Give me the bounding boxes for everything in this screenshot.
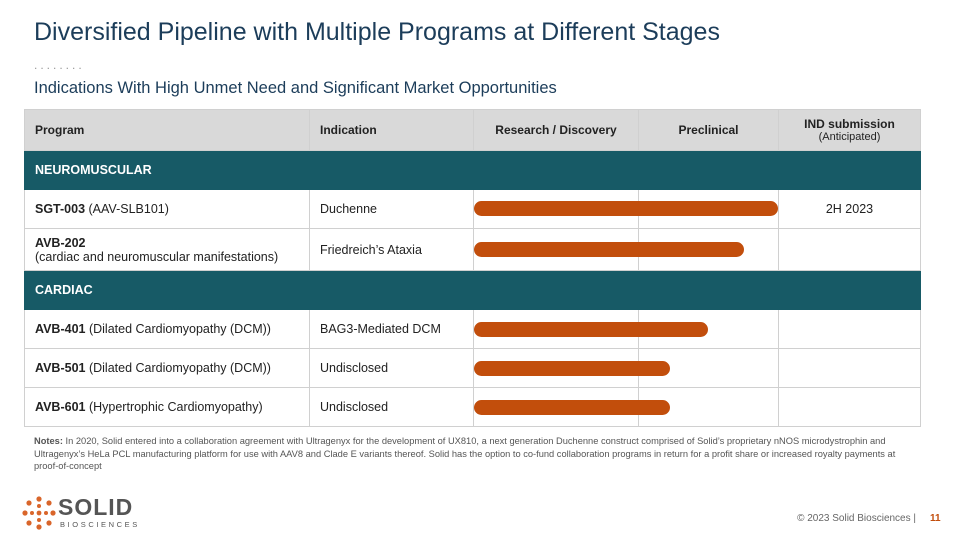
indication: Duchenne	[309, 189, 474, 229]
col-header: Research / Discovery	[473, 109, 639, 151]
program: SGT-003 (AAV-SLB101)	[24, 189, 310, 229]
section: CARDIAC	[24, 270, 921, 310]
notes-label: Notes:	[34, 436, 63, 446]
stage-bar	[474, 400, 670, 415]
program: AVB-202 (cardiac and neuromuscular manife…	[24, 228, 310, 271]
notes-text: In 2020, Solid entered into a collaborat…	[34, 436, 896, 471]
col-header: IND submission (Anticipated)	[778, 109, 921, 151]
col-header-title: IND submission	[804, 117, 895, 131]
col-header-note: (Anticipated)	[818, 131, 881, 143]
program-name: AVB-401	[35, 322, 86, 336]
program-detail: (Dilated Cardiomyopathy (DCM))	[88, 322, 271, 336]
col-header: Preclinical	[638, 109, 779, 151]
pipeline-table: Program Indication Research / Discovery …	[24, 109, 921, 427]
stage-bar	[474, 361, 670, 376]
program: AVB-601 (Hypertrophic Cardiomyopathy)	[24, 387, 310, 427]
logo-icon	[22, 496, 56, 530]
notes: Notes: In 2020, Solid entered into a col…	[34, 435, 914, 473]
stage-bar	[474, 201, 778, 216]
program-name: SGT-003	[35, 202, 86, 216]
stage-bar	[474, 242, 744, 257]
program: AVB-401 (Dilated Cardiomyopathy (DCM))	[24, 309, 310, 349]
indication: Undisclosed	[309, 348, 474, 388]
page-number: 11	[930, 513, 941, 524]
indication: BAG3-Mediated DCM	[309, 309, 474, 349]
subtitle: Indications With High Unmet Need and Sig…	[34, 79, 557, 97]
title: Diversified Pipeline with Multiple Progr…	[34, 18, 720, 46]
divider: ........	[34, 58, 85, 72]
indication: Undisclosed	[309, 387, 474, 427]
program-name: AVB-601	[35, 400, 86, 414]
stage-bar	[474, 322, 708, 337]
program-name: AVB-202	[35, 235, 86, 250]
col-header: Indication	[309, 109, 474, 151]
program-name: AVB-501	[35, 361, 86, 375]
section: NEUROMUSCULAR	[24, 150, 921, 190]
ind: 2H 2023	[778, 189, 921, 229]
program-detail: (Dilated Cardiomyopathy (DCM))	[88, 361, 271, 375]
copyright: © 2023 Solid Biosciences |	[797, 513, 916, 524]
logo-name: SOLID	[58, 494, 134, 520]
program: AVB-501 (Dilated Cardiomyopathy (DCM))	[24, 348, 310, 388]
program-detail: (Hypertrophic Cardiomyopathy)	[88, 400, 263, 414]
program-detail: (cardiac and neuromuscular manifestation…	[35, 249, 279, 264]
col-header: Program	[24, 109, 310, 151]
indication: Friedreich’s Ataxia	[309, 228, 474, 271]
program-detail: (AAV-SLB101)	[88, 202, 169, 216]
header-row: Program Indication Research / Discovery …	[24, 109, 921, 151]
logo-sub: BIOSCIENCES	[60, 520, 140, 529]
